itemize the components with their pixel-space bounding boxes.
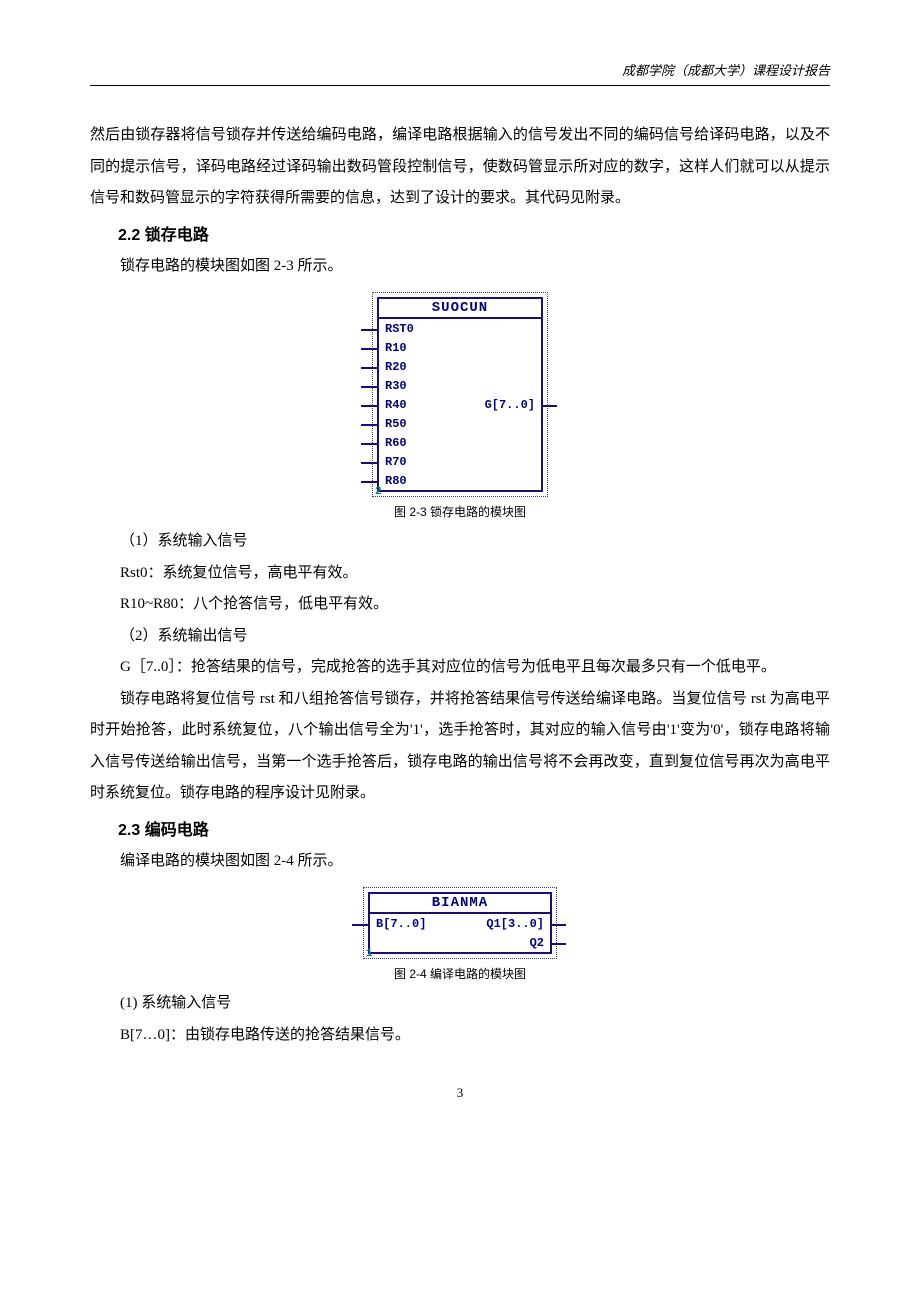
page-number: 3 (90, 1085, 830, 1101)
bianma-input-b: B[7..0] (370, 917, 426, 931)
paragraph-8: 锁存电路将复位信号 rst 和八组抢答信号锁存，并将抢答结果信号传送给编译电路。… (90, 684, 830, 810)
paragraph-10: (1) 系统输入信号 (90, 988, 830, 1020)
figure-2-4-caption: 图 2-4 编译电路的模块图 (90, 965, 830, 982)
bianma-output-q1: Q1[3..0] (486, 917, 544, 931)
suocun-input-r70: R70 (379, 455, 407, 469)
section-2-2-title: 2.2 锁存电路 (118, 221, 830, 245)
suocun-input-r80: R80 (379, 474, 407, 488)
section-2-3-title: 2.3 编码电路 (118, 816, 830, 840)
bianma-corner-num: 1 (366, 948, 373, 960)
suocun-input-r30: R30 (379, 379, 407, 393)
bianma-output-q2: Q2 (530, 936, 544, 950)
suocun-output-g: G[7..0] (485, 398, 535, 412)
suocun-input-rst0: RST0 (379, 322, 414, 336)
bianma-block: BIANMA B[7..0] Q1[3..0] Q2 1 (363, 887, 557, 959)
page-header: 成都学院（成都大学）课程设计报告 (90, 60, 830, 86)
paragraph-4: Rst0：系统复位信号，高电平有效。 (90, 558, 830, 590)
suocun-input-r60: R60 (379, 436, 407, 450)
paragraph-11: B[7…0]：由锁存电路传送的抢答结果信号。 (90, 1020, 830, 1052)
figure-2-3: SUOCUN RST0 R10 R20 R30 R40 G[7..0] R50 R60 R70 R… (90, 292, 830, 520)
paragraph-2: 锁存电路的模块图如图 2-3 所示。 (90, 251, 830, 283)
suocun-input-r20: R20 (379, 360, 407, 374)
paragraph-1: 然后由锁存器将信号锁存并传送给编码电路，编译电路根据输入的信号发出不同的编码信号… (90, 120, 830, 215)
suocun-title: SUOCUN (379, 299, 541, 319)
suocun-input-r50: R50 (379, 417, 407, 431)
suocun-input-r10: R10 (379, 341, 407, 355)
paragraph-3: （1）系统输入信号 (90, 526, 830, 558)
paragraph-5: R10~R80：八个抢答信号，低电平有效。 (90, 589, 830, 621)
paragraph-9: 编译电路的模块图如图 2-4 所示。 (90, 846, 830, 878)
bianma-title: BIANMA (370, 894, 550, 914)
suocun-corner-num: 2 (375, 486, 382, 498)
suocun-block: SUOCUN RST0 R10 R20 R30 R40 G[7..0] R50 R60 R70 R… (372, 292, 548, 497)
paragraph-7: G［7..0］：抢答结果的信号，完成抢答的选手其对应位的信号为低电平且每次最多只… (90, 652, 830, 684)
figure-2-4: BIANMA B[7..0] Q1[3..0] Q2 1 图 2-4 编译电路的… (90, 887, 830, 982)
paragraph-6: （2）系统输出信号 (90, 621, 830, 653)
suocun-input-r40: R40 (379, 398, 407, 412)
figure-2-3-caption: 图 2-3 锁存电路的模块图 (90, 503, 830, 520)
